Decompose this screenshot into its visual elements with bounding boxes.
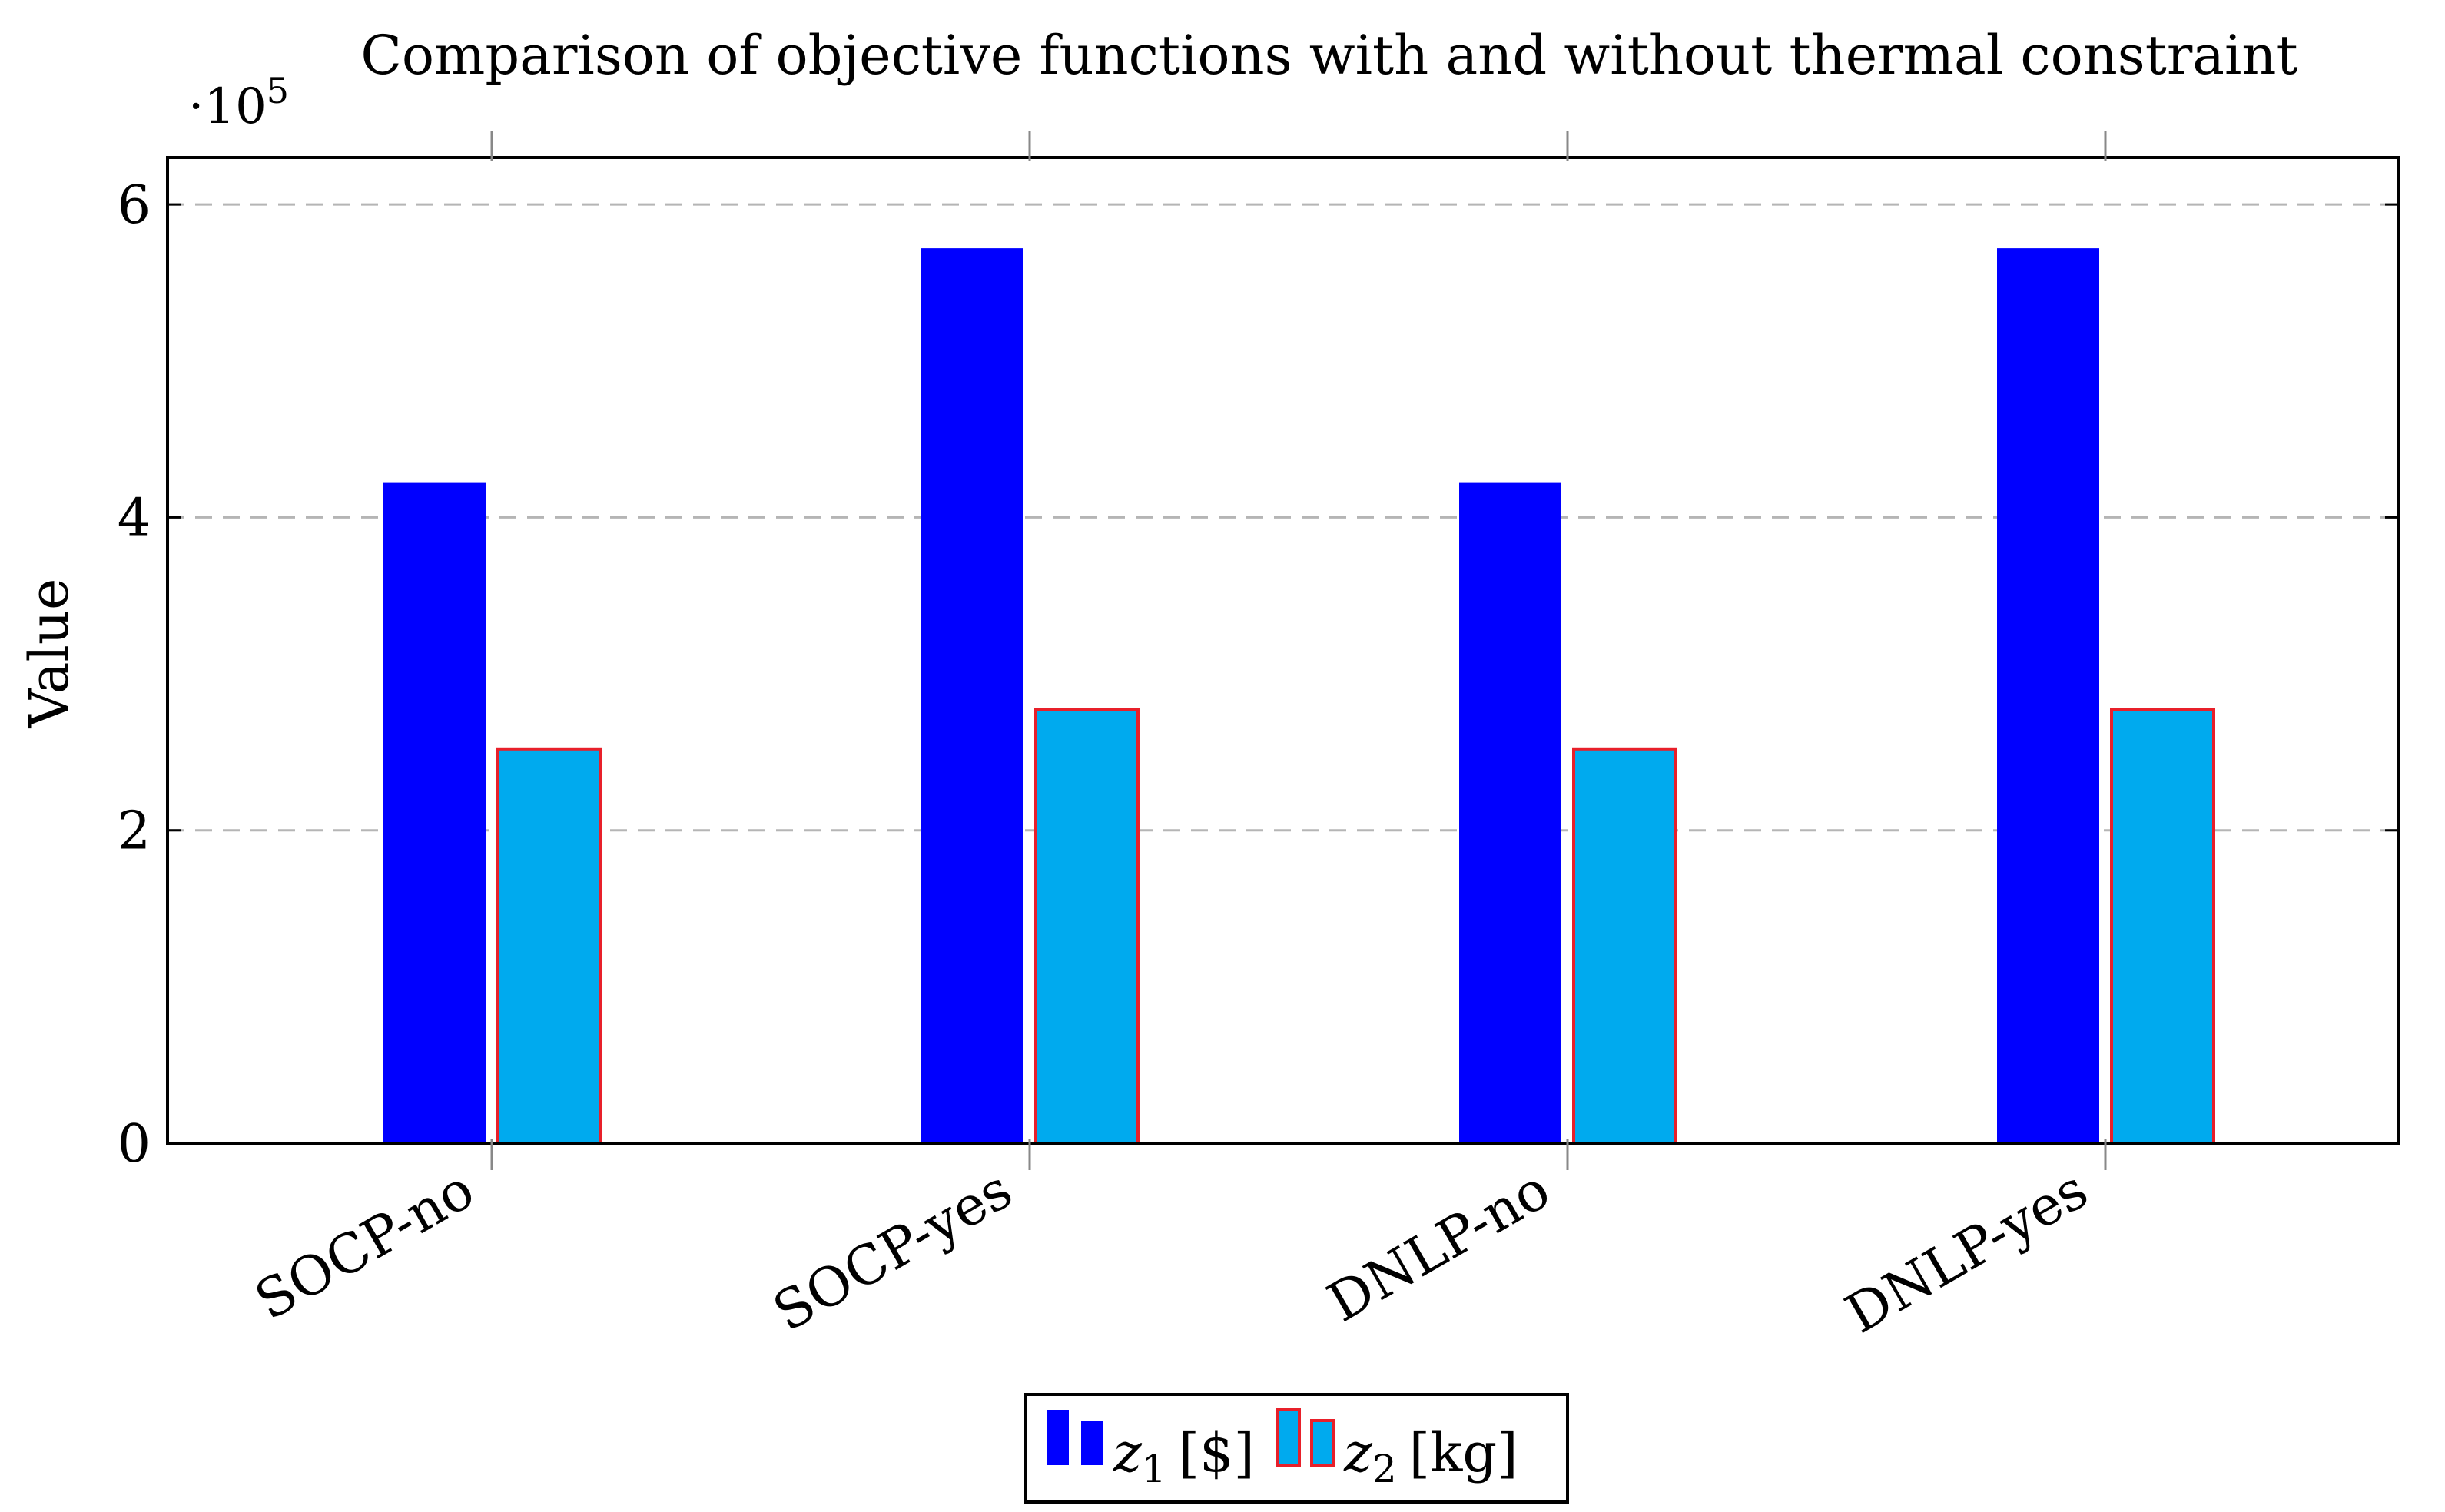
plot-frame [166, 156, 2400, 1145]
bar-series2-dnlp-no [1572, 747, 1677, 1145]
bar-series1-dnlp-yes [1997, 248, 2099, 1144]
y-multiplier-exponent: 5 [267, 70, 289, 111]
y-tick-label-0: 0 [118, 1114, 151, 1175]
bar-series1-socp-no [383, 482, 486, 1143]
legend-subscript-2: 2 [1372, 1447, 1397, 1491]
legend-unit-2: [kg] [1409, 1421, 1518, 1484]
legend-unit-1: [$] [1179, 1421, 1255, 1484]
y-tick-label-1: 2 [118, 801, 151, 862]
legend-swatch-short-2 [1310, 1419, 1335, 1467]
axes [166, 156, 2400, 1145]
bar-series2-socp-yes [1034, 708, 1140, 1145]
chart-title: Comparison of objective functions with a… [360, 24, 2297, 87]
x-tick-label-dnlp-yes: DNLP-yes [1835, 1158, 2098, 1346]
x-tick-label-dnlp-no: DNLP-no [1317, 1158, 1560, 1335]
x-tick-label-socp-yes: SOCP-yes [763, 1158, 1023, 1344]
y-tick-label-3: 6 [118, 175, 151, 236]
legend-var-2: z [1343, 1421, 1373, 1484]
bar-series2-dnlp-yes [2110, 708, 2215, 1145]
y-tick-label-2: 4 [118, 488, 151, 549]
legend-swatch-tall-2 [1276, 1408, 1301, 1467]
y-multiplier-base: ·10 [188, 78, 267, 135]
legend-label-2: z2 [kg] [1343, 1421, 1518, 1491]
x-tick-label-socp-no: SOCP-no [244, 1158, 484, 1333]
legend: z1 [$] z2 [kg] [1024, 1393, 1569, 1504]
legend-label-1: z1 [$] [1113, 1421, 1255, 1491]
y-multiplier: ·105 [188, 70, 289, 135]
bars [383, 248, 2215, 1145]
legend-swatch-short-1 [1081, 1421, 1103, 1465]
y-axis-label: Value [18, 579, 81, 729]
legend-swatch-tall-1 [1047, 1410, 1069, 1465]
bar-series1-socp-yes [921, 248, 1023, 1144]
bar-series2-socp-no [496, 747, 602, 1145]
bar-series1-dnlp-no [1459, 482, 1561, 1143]
legend-var-1: z [1113, 1421, 1143, 1484]
legend-subscript-1: 1 [1142, 1447, 1166, 1491]
